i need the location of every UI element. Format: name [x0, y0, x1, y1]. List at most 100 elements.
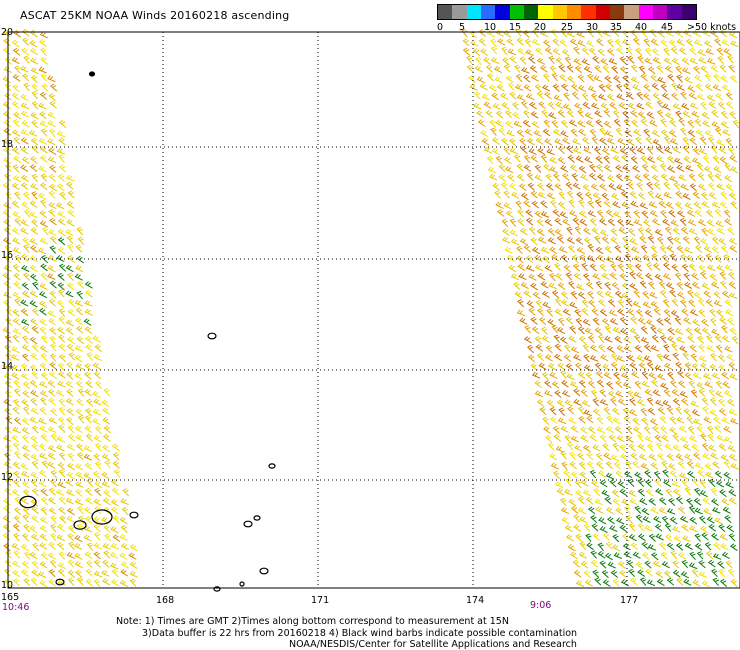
wind-barb-right-1476 [645, 568, 653, 577]
wind-barb-right-114 [663, 57, 672, 65]
island-6 [129, 511, 139, 519]
wind-barb-left-149 [41, 226, 49, 236]
wind-barb-right-387 [520, 145, 528, 154]
wind-barb-right-978 [573, 354, 582, 362]
wind-barb-right-834 [554, 298, 562, 307]
wind-barb-right-1133 [568, 416, 577, 424]
wind-barb-right-226 [606, 93, 616, 102]
wind-barb-right-565 [648, 201, 658, 208]
wind-barb-left-536 [39, 533, 48, 542]
wind-barb-left-388 [30, 435, 38, 444]
wind-barb-left-393 [75, 434, 84, 442]
wind-barb-right-1439 [632, 551, 641, 559]
wind-barb-left-192 [22, 272, 30, 281]
note-line-1: Note: 1) Times are GMT 2)Times along bot… [116, 616, 509, 627]
wind-barb-right-35 [497, 38, 506, 46]
wind-barb-right-20 [640, 29, 648, 38]
wind-barb-right-1168 [687, 426, 695, 435]
wind-barb-right-216 [516, 94, 526, 101]
legend-label-5: 25 [561, 22, 574, 33]
wind-barb-right-758 [537, 272, 546, 281]
wind-barb-right-529 [566, 190, 574, 199]
wind-barb-right-1131 [549, 416, 558, 424]
wind-barb-right-223 [581, 92, 589, 102]
wind-barb-right-477 [580, 173, 589, 181]
wind-barb-right-483 [634, 174, 643, 182]
wind-barb-right-424 [603, 155, 611, 164]
wind-barb-right-1224 [630, 452, 639, 461]
wind-barb-right-1416 [597, 542, 604, 552]
wind-barb-left-9 [38, 39, 47, 47]
wind-barb-right-1233 [710, 452, 719, 460]
wind-barb-right-986 [643, 355, 652, 362]
wind-barb-right-545 [708, 191, 717, 200]
wind-barb-right-229 [636, 91, 644, 101]
wind-barb-right-369 [606, 137, 616, 145]
wind-barb-right-1226 [648, 453, 657, 461]
wind-barb-right-634 [566, 226, 573, 236]
wind-barb-right-207 [695, 83, 703, 92]
wind-barb-right-1080 [679, 390, 688, 398]
wind-barb-right-763 [582, 273, 591, 282]
wind-barb-left-297 [49, 361, 57, 370]
wind-barb-right-1013 [684, 362, 692, 371]
wind-barb-left-538 [56, 534, 65, 542]
wind-barb-right-544 [700, 192, 708, 201]
wind-barb-right-886 [592, 317, 600, 326]
wind-barb-right-140 [630, 64, 638, 73]
wind-barb-left-95 [49, 164, 57, 173]
wind-barb-left-611 [48, 578, 57, 587]
wind-barb-right-1279 [574, 479, 582, 489]
wind-barb-right-1228 [666, 453, 675, 462]
wind-barb-right-806 [523, 290, 532, 298]
wind-barb-right-1452 [590, 559, 599, 568]
wind-barb-right-549 [503, 202, 512, 210]
wind-barb-right-326 [732, 119, 740, 129]
wind-barb-left-372 [102, 417, 111, 425]
wind-barb-right-1301 [593, 488, 601, 497]
wind-barb-right-605 [536, 218, 544, 227]
wind-barb-right-429 [646, 155, 656, 164]
wind-barb-right-1075 [633, 391, 642, 399]
wind-barb-right-965 [663, 344, 670, 353]
wind-barb-left-187 [58, 263, 67, 272]
wind-barb-left-161 [66, 235, 74, 244]
wind-barb-right-1495 [656, 578, 665, 587]
wind-barb-left-332 [66, 388, 74, 397]
wind-barb-left-275 [49, 343, 57, 352]
wind-barb-right-511 [646, 181, 654, 190]
legend-swatch-16 [667, 5, 682, 19]
wind-barb-right-1038 [702, 372, 712, 380]
wind-barb-right-621 [679, 217, 687, 227]
wind-barb-left-213 [38, 291, 48, 299]
wind-barb-right-1293 [699, 479, 706, 489]
wind-barb-right-353 [714, 127, 722, 136]
wind-barb-left-38 [11, 92, 20, 101]
wind-barb-right-137 [602, 64, 610, 74]
wind-barb-right-161 [551, 73, 558, 82]
wind-barb-left-183 [21, 264, 30, 272]
wind-barb-right-1042 [534, 380, 542, 389]
wind-barb-left-135 [57, 210, 66, 218]
wind-barb-right-823 [676, 291, 686, 299]
wind-barb-right-906 [556, 326, 566, 335]
wind-barb-left-400 [31, 443, 39, 452]
wind-barb-right-1401 [628, 533, 637, 542]
wind-barb-left-483 [65, 497, 75, 505]
wind-barb-right-940 [651, 334, 659, 343]
wind-barb-left-200 [13, 281, 21, 290]
wind-barb-right-1164 [652, 425, 660, 434]
wind-barb-left-541 [83, 534, 92, 542]
wind-barb-right-1287 [644, 479, 653, 488]
wind-barb-left-85 [21, 156, 30, 165]
wind-barb-right-881 [547, 318, 556, 327]
wind-barb-right-985 [636, 354, 645, 362]
wind-barb-left-262 [29, 336, 38, 345]
wind-barb-right-1250 [677, 460, 685, 469]
wind-barb-left-132 [29, 211, 38, 218]
wind-barb-right-1181 [616, 435, 625, 443]
wind-barb-right-132 [558, 64, 566, 73]
wind-barb-right-712 [571, 254, 579, 264]
wind-barb-right-84 [663, 47, 670, 56]
wind-barb-left-566 [47, 552, 57, 560]
